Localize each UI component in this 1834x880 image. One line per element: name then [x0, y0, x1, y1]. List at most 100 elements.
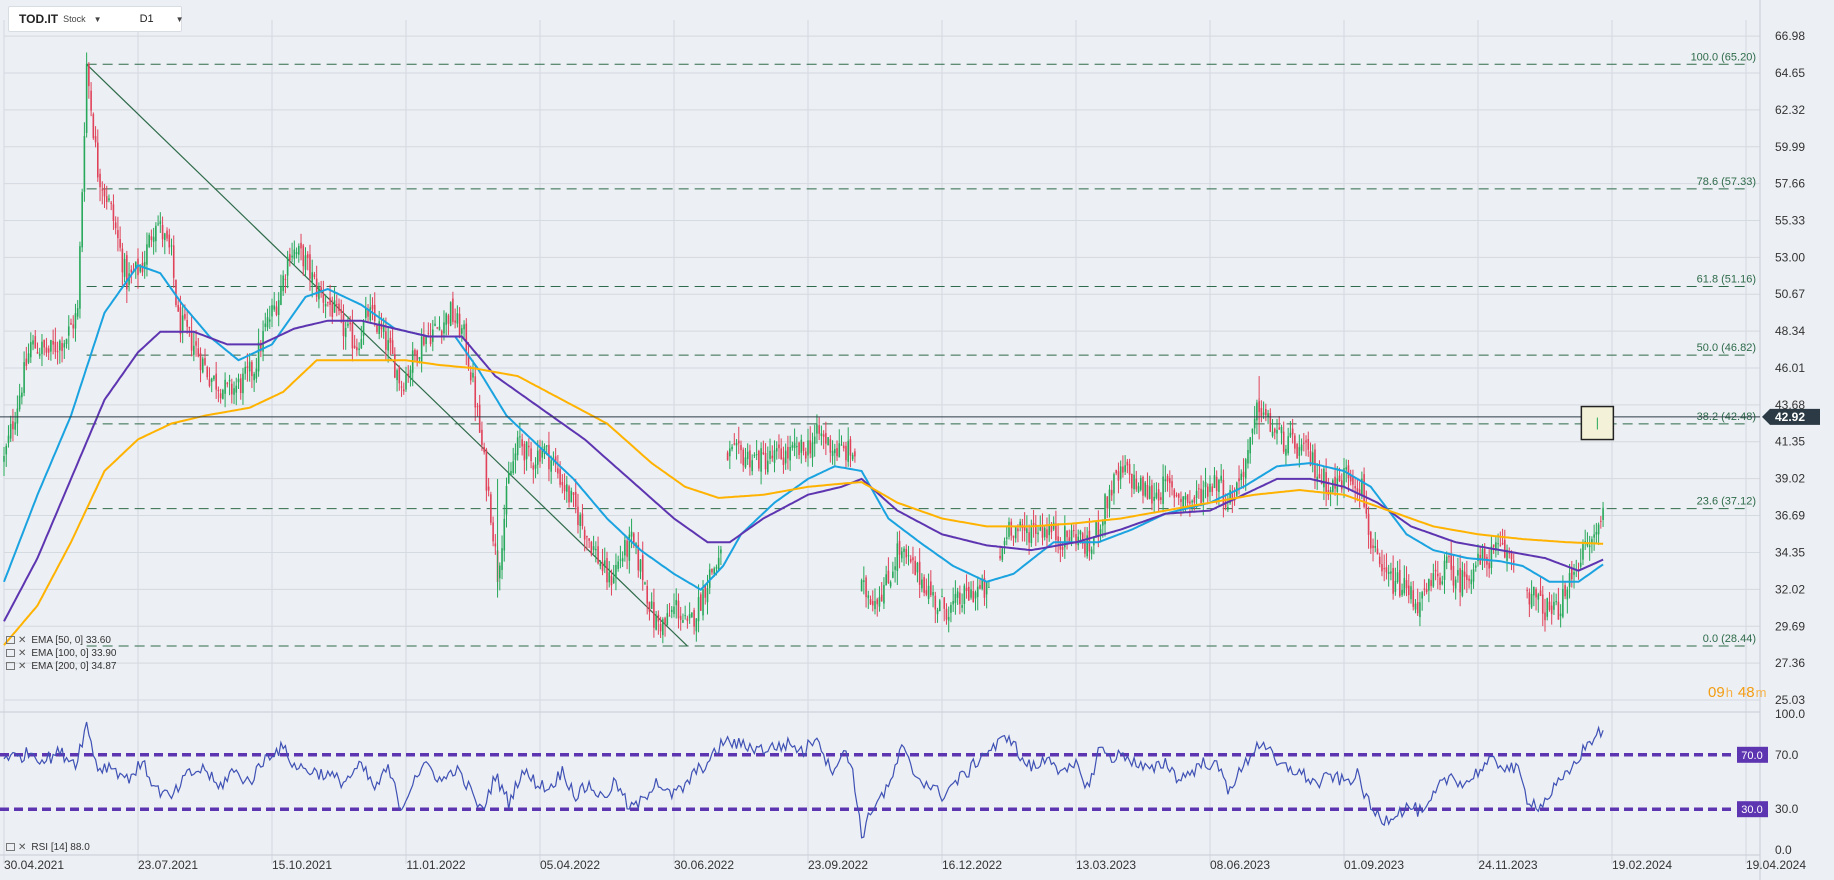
symbol-toolbar[interactable]: TOD.IT Stock ▼ D1 ▼	[8, 6, 184, 32]
candle-body	[389, 337, 392, 343]
candle-body	[1271, 431, 1274, 437]
candle-body	[1501, 542, 1504, 545]
close-icon[interactable]: ✕	[18, 634, 27, 646]
settings-icon[interactable]	[6, 662, 15, 670]
candle-body	[222, 389, 224, 399]
candle-body	[407, 373, 410, 376]
candle-body	[883, 584, 885, 604]
candle-body	[1399, 570, 1401, 597]
candle-body	[219, 393, 222, 399]
candle-body	[1133, 474, 1135, 490]
candle-body	[329, 297, 331, 305]
candle-body	[273, 305, 276, 310]
candle-body	[1430, 580, 1432, 587]
candle-body	[402, 389, 405, 392]
symbol-dropdown-icon[interactable]: ▼	[93, 14, 102, 24]
candle-body	[898, 540, 901, 555]
candle-body	[282, 275, 284, 292]
close-icon[interactable]: ✕	[18, 660, 27, 672]
candle-body	[1414, 603, 1417, 610]
close-icon[interactable]: ✕	[18, 841, 27, 853]
candle-body	[615, 564, 617, 578]
candle-body	[679, 615, 682, 620]
candle-body	[1566, 589, 1569, 600]
settings-icon[interactable]	[6, 843, 15, 851]
candle-body	[161, 224, 164, 240]
candle-body	[418, 357, 421, 359]
candle-body	[197, 348, 200, 357]
legend-ema-200: ✕ EMA [200, 0] 34.87	[6, 660, 116, 672]
candle-body	[481, 429, 483, 445]
candle-body	[123, 258, 126, 277]
candle-body	[172, 245, 175, 278]
timeframe-dropdown-icon[interactable]: ▼	[175, 14, 184, 24]
candle-body	[838, 443, 841, 458]
candle-body	[780, 448, 782, 460]
time-tick-label: 23.07.2021	[138, 858, 198, 872]
candle-body	[945, 608, 948, 620]
candle-body	[1193, 497, 1196, 503]
candle-body	[277, 300, 280, 316]
candlesticks	[3, 52, 1604, 644]
candle-body	[1421, 592, 1423, 599]
candle-body	[825, 433, 827, 444]
candle-body	[834, 449, 836, 454]
candle-body	[306, 254, 309, 259]
candle-body	[1086, 535, 1088, 557]
candle-body	[849, 439, 852, 456]
candle-body	[769, 450, 771, 459]
legend-ema-50-label: EMA [50, 0] 33.60	[31, 634, 111, 646]
candle-body	[65, 338, 68, 344]
candle-body	[1300, 444, 1303, 451]
candle-body	[1102, 520, 1104, 526]
candle-body	[456, 313, 459, 324]
candle-body	[952, 600, 954, 605]
price-tick-label: 55.33	[1775, 214, 1805, 228]
settings-icon[interactable]	[6, 636, 15, 644]
candle-body	[1383, 568, 1385, 570]
candle-body	[23, 362, 25, 393]
candle-body	[190, 330, 193, 351]
grid	[3, 20, 1760, 864]
candle-body	[923, 577, 925, 593]
candle-body	[840, 444, 843, 446]
timeframe-value[interactable]: D1	[139, 13, 154, 25]
candle-body	[603, 560, 606, 567]
candle-body	[909, 558, 912, 562]
candle-body	[83, 136, 86, 192]
candle-body	[1253, 418, 1256, 429]
candle-body	[1215, 476, 1218, 491]
rsi-tick-label: 100.0	[1775, 707, 1805, 721]
candle-body	[157, 223, 159, 225]
candle-body	[816, 424, 818, 434]
candle-body	[608, 572, 611, 583]
candle-body	[1492, 544, 1495, 547]
candle-body	[114, 222, 117, 229]
settings-icon[interactable]	[6, 649, 15, 657]
candle-body	[32, 340, 34, 345]
candle-body	[97, 142, 99, 178]
candle-body	[1010, 521, 1013, 536]
candle-body	[1550, 605, 1553, 614]
countdown-hours-unit: h	[1725, 685, 1733, 700]
candle-body	[210, 378, 213, 383]
candle-body	[257, 342, 260, 372]
candle-body	[521, 439, 523, 447]
candle-body	[1084, 540, 1086, 554]
candle-body	[572, 492, 575, 495]
candle-body	[1559, 613, 1562, 617]
candle-body	[1537, 594, 1540, 600]
price-tick-label: 34.35	[1775, 546, 1805, 560]
candle-body	[300, 242, 302, 249]
candle-body	[12, 421, 14, 430]
symbol-name[interactable]: TOD.IT	[19, 12, 59, 26]
candle-body	[534, 464, 537, 469]
candle-body	[378, 321, 380, 334]
candle-body	[1401, 589, 1403, 596]
candle-body	[930, 581, 932, 596]
close-icon[interactable]: ✕	[18, 647, 27, 659]
candle-body	[1571, 568, 1573, 580]
candle-body	[425, 336, 427, 344]
